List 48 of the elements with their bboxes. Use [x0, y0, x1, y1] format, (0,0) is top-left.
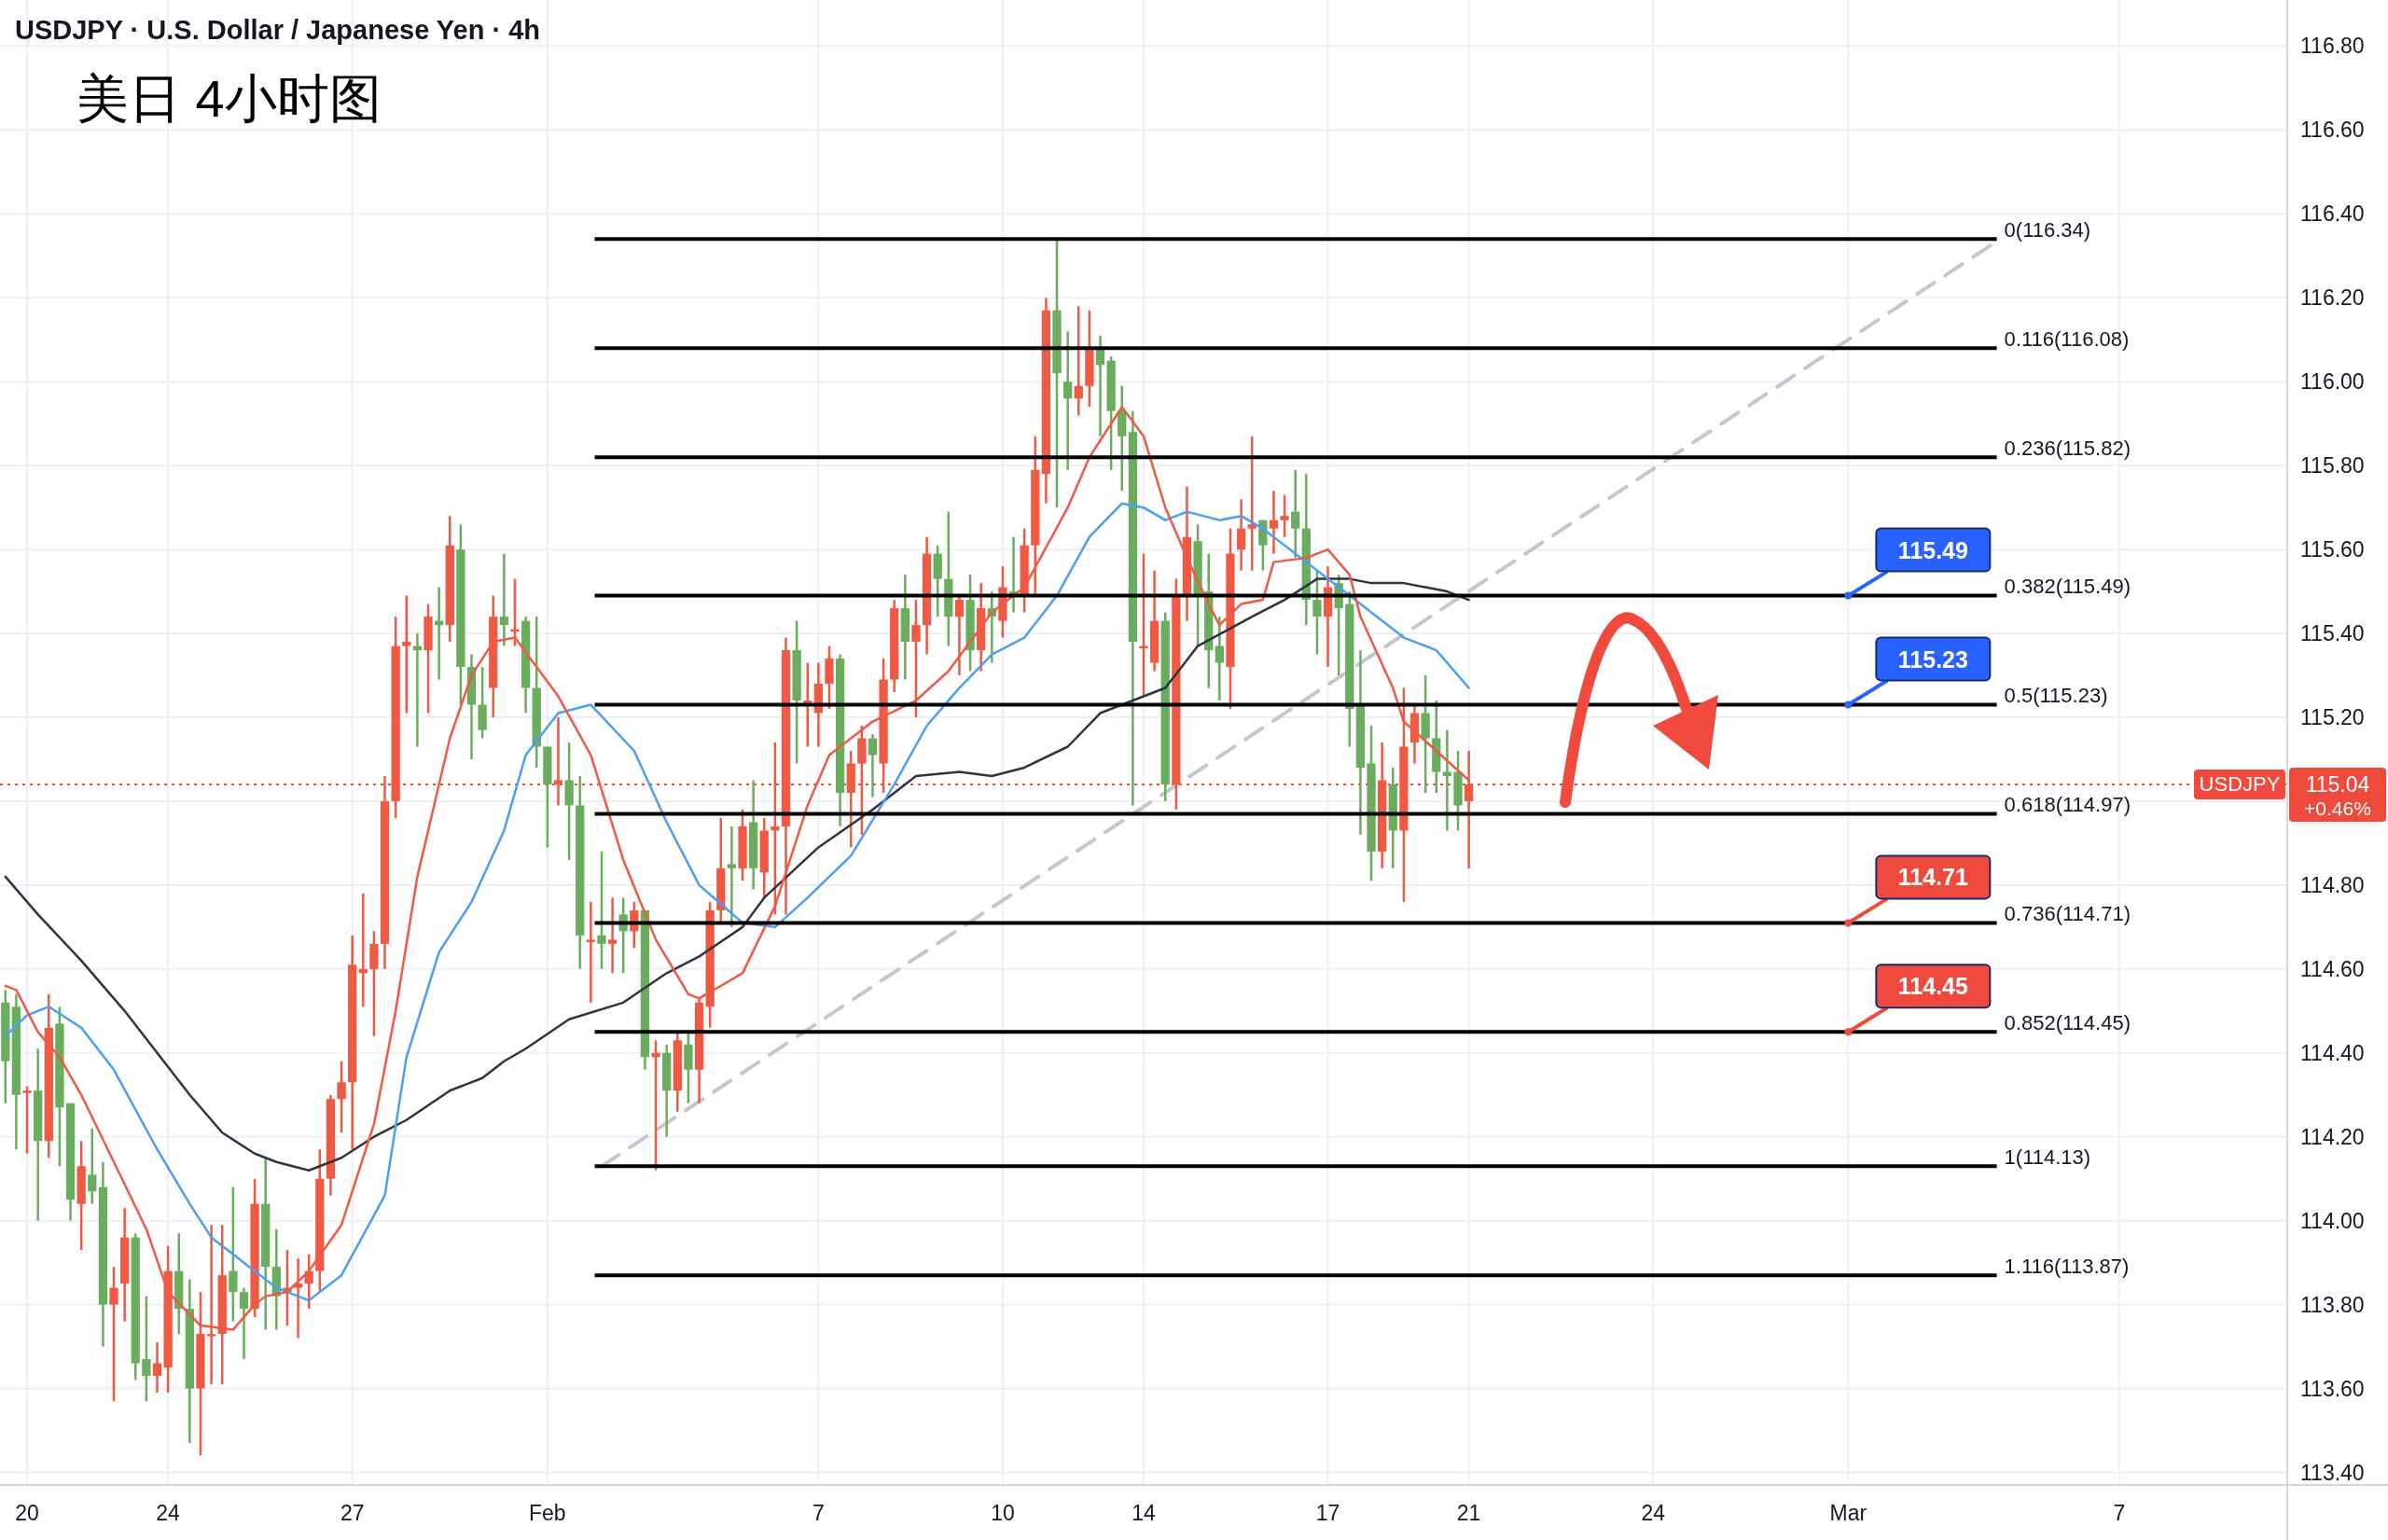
y-tick-label: 114.60: [2300, 956, 2365, 981]
text: +0.46%: [2304, 798, 2371, 820]
y-tick-label: 116.80: [2300, 34, 2365, 59]
x-tick-label: 24: [156, 1501, 181, 1525]
text: USDJPY · U.S. Dollar / Japanese Yen · 4h: [15, 15, 541, 45]
ref-line-label: 0.618(114.97): [2004, 792, 2131, 816]
annotation: 115.23: [1897, 645, 1968, 673]
x-tick-label: 7: [812, 1501, 825, 1525]
x-tick-label: Feb: [529, 1501, 566, 1525]
y-tick-label: 113.80: [2300, 1292, 2365, 1317]
annotation: 114.71: [1897, 864, 1968, 891]
annotation: 115.49: [1897, 536, 1968, 563]
y-tick-label: 113.40: [2300, 1460, 2365, 1485]
x-tick-label: 27: [340, 1501, 365, 1525]
y-tick-label: 114.20: [2300, 1124, 2365, 1149]
y-tick-label: 115.60: [2300, 537, 2365, 562]
text: 美日 4小时图: [76, 68, 382, 128]
ref-line-label: 1(114.13): [2004, 1145, 2091, 1169]
x-tick-label: 21: [1456, 1501, 1481, 1525]
y-tick-label: 115.20: [2300, 705, 2365, 730]
x-tick-label: 24: [1641, 1501, 1666, 1525]
y-tick-label: 116.00: [2300, 369, 2365, 395]
y-tick-label: 114.80: [2300, 872, 2365, 897]
x-tick-label: 17: [1315, 1501, 1340, 1525]
ref-line-label: 0.382(115.49): [2004, 575, 2131, 599]
y-tick-label: 116.60: [2300, 118, 2365, 143]
ref-line-label: 0.5(115.23): [2004, 684, 2108, 708]
annotation: 114.45: [1897, 973, 1968, 1000]
y-tick-label: 113.60: [2300, 1376, 2365, 1401]
ref-line-label: 0.852(114.45): [2004, 1010, 2131, 1034]
x-tick-label: 20: [15, 1501, 39, 1525]
x-tick-label: 10: [991, 1501, 1015, 1525]
ref-line-label: USDJPY: [2199, 772, 2281, 797]
y-tick-label: 114.00: [2300, 1208, 2365, 1233]
ref-line-label: 0.736(114.71): [2004, 901, 2131, 925]
ref-line-label: 1.116(113.87): [2004, 1254, 2130, 1278]
y-tick-label: 116.40: [2300, 201, 2365, 227]
ref-line-label: 0.116(116.08): [2004, 326, 2130, 351]
x-tick-label: 7: [2113, 1501, 2126, 1525]
x-tick-label: 14: [1132, 1501, 1156, 1525]
x-tick-label: Mar: [1829, 1501, 1867, 1525]
ref-line-label: 0(116.34): [2004, 217, 2091, 242]
text: 115.04: [2305, 771, 2370, 797]
y-tick-label: 115.80: [2300, 453, 2365, 479]
ref-line-label: 0.236(115.82): [2004, 436, 2131, 460]
y-tick-label: 116.20: [2300, 285, 2365, 311]
y-tick-label: 114.40: [2300, 1040, 2365, 1065]
y-tick-label: 115.40: [2300, 621, 2365, 646]
